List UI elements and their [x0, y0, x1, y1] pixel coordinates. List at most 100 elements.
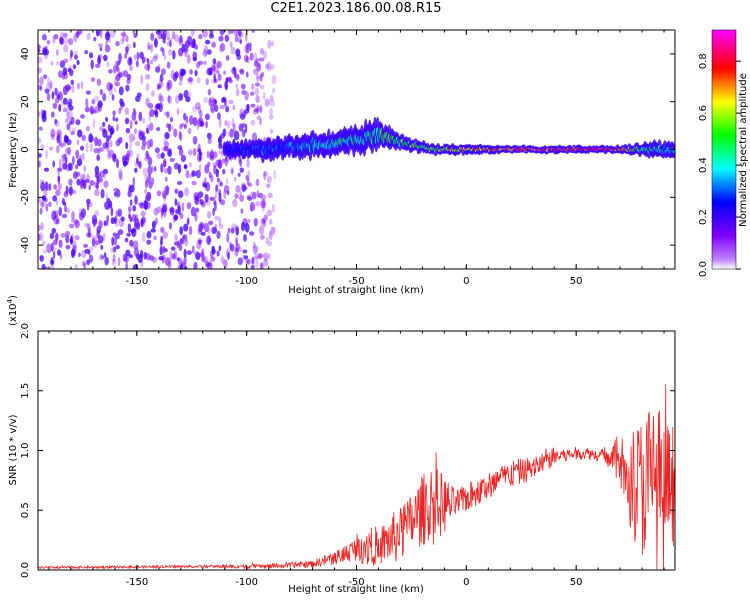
spectrogram-noise-cell [136, 51, 140, 61]
spectrogram-noise-cell [50, 61, 54, 66]
spectrogram-noise-cell [269, 226, 276, 236]
spectrogram-noise-cell [147, 62, 151, 71]
spectrogram-noise-cell [78, 212, 85, 221]
spectrogram-noise-cell [252, 109, 258, 115]
spectrogram-noise-cell [256, 115, 262, 120]
spectrogram-noise-cell [126, 43, 132, 50]
spectrogram-noise-cell [111, 94, 115, 101]
spectrogram-noise-cell [167, 123, 172, 133]
spectrogram-noise-cell [218, 118, 222, 128]
spectrogram-noise-cell [120, 101, 125, 108]
spectrogram-noise-cell [160, 226, 165, 234]
spectrogram-noise-cell [144, 175, 148, 180]
spectrogram-noise-cell [194, 69, 198, 77]
spectrogram-noise-cell [38, 160, 42, 168]
spectrogram-noise-cell [160, 239, 163, 246]
spectrogram-noise-cell [184, 40, 191, 48]
spectrogram-noise-cell [260, 262, 264, 269]
spectrogram-noise-cell [161, 146, 167, 152]
colorbar-tick-label: 0.0 [698, 261, 709, 277]
spectrogram-noise-cell [235, 83, 239, 89]
spectrogram-noise-cell [48, 146, 54, 151]
spectrogram-noise-cell [184, 50, 188, 58]
spectrogram-noise-cell [111, 258, 117, 266]
spectrogram-noise-cell [93, 36, 97, 42]
spectrogram-noise-cell [89, 143, 93, 152]
spectrogram-noise-cell [178, 190, 184, 198]
spectrogram-y-axis: -40 -20 0 20 40 [20, 48, 675, 253]
spectrogram-noise-cell [60, 101, 64, 107]
spectrogram-noise-cell [192, 51, 197, 60]
spectrogram-noise-cell [202, 30, 208, 38]
spectrogram-noise-cell [96, 178, 101, 185]
spectrogram-noise-cell [211, 226, 217, 234]
spectrogram-noise-cell [63, 36, 69, 45]
spectrogram-noise-cell [94, 181, 98, 188]
spectrogram-noise-cell [71, 210, 75, 220]
spectrogram-noise-cell [157, 30, 163, 36]
spectrogram-noise-cell [250, 264, 255, 269]
spectrogram-noise-cell [61, 213, 68, 219]
spectrogram-noise-cell [174, 94, 180, 104]
spectrogram-noise-cell [162, 231, 168, 239]
spectrogram-noise-cell [207, 137, 212, 145]
spectrogram-noise-cell [83, 165, 86, 172]
spectrogram-noise-cell [233, 73, 239, 78]
spectrogram-noise-cell [258, 225, 265, 235]
spectrogram-noise-cell [129, 239, 134, 247]
spectrogram-noise-cell [191, 170, 195, 178]
spectrogram-noise-cell [181, 202, 185, 212]
spectrogram-noise-cell [54, 87, 58, 96]
spectrogram-noise-cell [53, 239, 58, 246]
spectrogram-noise-cell [60, 142, 64, 148]
spectrogram-noise-cell [39, 85, 43, 91]
spectrogram-noise-cell [235, 185, 241, 193]
spectrogram-noise-cell [161, 246, 166, 254]
spectrogram-noise-cell [155, 30, 161, 35]
spectrogram-noise-cell [259, 47, 265, 55]
spectrogram-noise-cell [129, 184, 135, 193]
spectrogram-noise-cell [132, 176, 135, 187]
spectrogram-noise-cell [88, 52, 94, 59]
spectrogram-noise-cell [104, 201, 110, 210]
spectrogram-noise-cell [38, 56, 43, 64]
spectrogram-noise-cell [38, 224, 42, 232]
spectrogram-noise-cell [188, 162, 193, 168]
spectrogram-noise-cell [72, 155, 75, 166]
spectrogram-noise-cell [144, 188, 148, 194]
spectrogram-noise-cell [179, 35, 183, 43]
spectrogram-noise-cell [254, 87, 259, 96]
spectrogram-noise-cell [144, 63, 150, 71]
spectrogram-noise-cell [200, 231, 206, 236]
spectrogram-noise-cell [154, 111, 159, 118]
spectrogram-noise-cell [178, 81, 183, 86]
spectrogram-noise-cell [118, 171, 123, 181]
spectrogram-noise-cell [159, 73, 164, 83]
spectrogram-noise-cell [258, 105, 263, 113]
spectrogram-noise-cell [131, 213, 137, 222]
spectrogram-noise-cell [38, 138, 42, 144]
spectrogram-noise-cell [261, 218, 265, 224]
spectrogram-noise-cell [159, 245, 163, 251]
spectrogram-noise-cell [71, 211, 76, 221]
spectrogram-noise-cell [128, 214, 132, 219]
spectrogram-noise-cell [128, 212, 131, 219]
spectrogram-noise-cell [38, 197, 42, 204]
spectrogram-noise-cell [53, 33, 59, 40]
spectrogram-noise-cell [208, 69, 213, 76]
spectrogram-noise-cell [208, 98, 212, 107]
spectrogram-noise-cell [102, 93, 107, 102]
spectrogram-noise-cell [163, 186, 170, 191]
spectrogram-noise-cell [245, 259, 249, 264]
spectrogram-noise-cell [263, 252, 268, 262]
spectrogram-noise-cell [240, 221, 246, 232]
spectrogram-noise-cell [118, 107, 122, 115]
spectrogram-noise-cell [125, 142, 129, 150]
spectrogram-noise-cell [261, 194, 267, 200]
spectrogram-noise-cell [70, 79, 75, 86]
spectrogram-noise-cell [262, 92, 266, 101]
spectrogram-noise-cell [71, 248, 75, 259]
spectrogram-noise-cell [186, 91, 192, 98]
spectrogram-noise-cell [198, 239, 202, 245]
spectrogram-noise-cell [88, 254, 94, 263]
